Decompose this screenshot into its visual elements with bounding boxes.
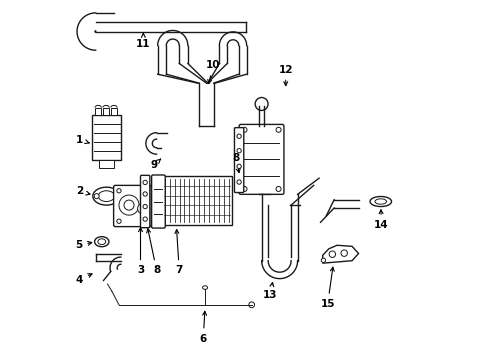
- Polygon shape: [322, 245, 358, 263]
- Bar: [102, 108, 109, 116]
- Circle shape: [237, 180, 241, 184]
- Ellipse shape: [202, 286, 207, 289]
- Circle shape: [255, 98, 267, 111]
- Ellipse shape: [98, 239, 105, 244]
- Text: 15: 15: [320, 267, 334, 309]
- Text: 1: 1: [76, 135, 89, 145]
- Circle shape: [248, 302, 254, 308]
- Ellipse shape: [374, 199, 386, 204]
- Ellipse shape: [369, 197, 391, 207]
- Circle shape: [143, 219, 148, 224]
- Text: 8: 8: [146, 229, 160, 275]
- Circle shape: [328, 251, 335, 257]
- Text: 4: 4: [76, 274, 92, 285]
- Text: 14: 14: [373, 210, 388, 230]
- Bar: [110, 108, 117, 116]
- Circle shape: [117, 189, 121, 193]
- Circle shape: [242, 186, 246, 192]
- Circle shape: [142, 204, 147, 209]
- Text: 13: 13: [263, 283, 277, 301]
- Bar: [95, 108, 101, 116]
- Text: 5: 5: [75, 240, 92, 250]
- FancyBboxPatch shape: [92, 116, 121, 160]
- Circle shape: [119, 195, 139, 215]
- Text: 6: 6: [199, 311, 206, 343]
- Circle shape: [143, 189, 148, 193]
- Ellipse shape: [93, 187, 120, 205]
- Circle shape: [137, 203, 148, 214]
- Circle shape: [117, 219, 121, 224]
- Circle shape: [321, 258, 325, 262]
- Circle shape: [142, 180, 147, 185]
- Ellipse shape: [94, 237, 109, 247]
- Circle shape: [340, 250, 346, 256]
- Circle shape: [237, 149, 241, 153]
- Text: 11: 11: [136, 33, 150, 49]
- Circle shape: [124, 200, 134, 210]
- Text: 10: 10: [205, 60, 220, 84]
- FancyBboxPatch shape: [140, 175, 149, 228]
- Text: 7: 7: [175, 230, 183, 275]
- Text: 3: 3: [137, 228, 144, 275]
- Circle shape: [276, 127, 281, 132]
- Circle shape: [94, 194, 99, 199]
- Circle shape: [237, 164, 241, 168]
- FancyBboxPatch shape: [113, 185, 151, 226]
- Circle shape: [242, 127, 246, 132]
- Text: 12: 12: [278, 64, 292, 86]
- Ellipse shape: [98, 191, 114, 202]
- FancyBboxPatch shape: [234, 128, 244, 193]
- Bar: [99, 160, 114, 168]
- Circle shape: [237, 134, 241, 138]
- FancyBboxPatch shape: [239, 125, 284, 194]
- Bar: [162, 176, 231, 225]
- Circle shape: [142, 192, 147, 196]
- FancyBboxPatch shape: [151, 175, 165, 228]
- Circle shape: [276, 186, 281, 192]
- Circle shape: [114, 194, 119, 199]
- Text: 8: 8: [231, 153, 240, 172]
- Circle shape: [142, 217, 147, 221]
- Text: 9: 9: [150, 159, 161, 170]
- Text: 2: 2: [76, 186, 90, 197]
